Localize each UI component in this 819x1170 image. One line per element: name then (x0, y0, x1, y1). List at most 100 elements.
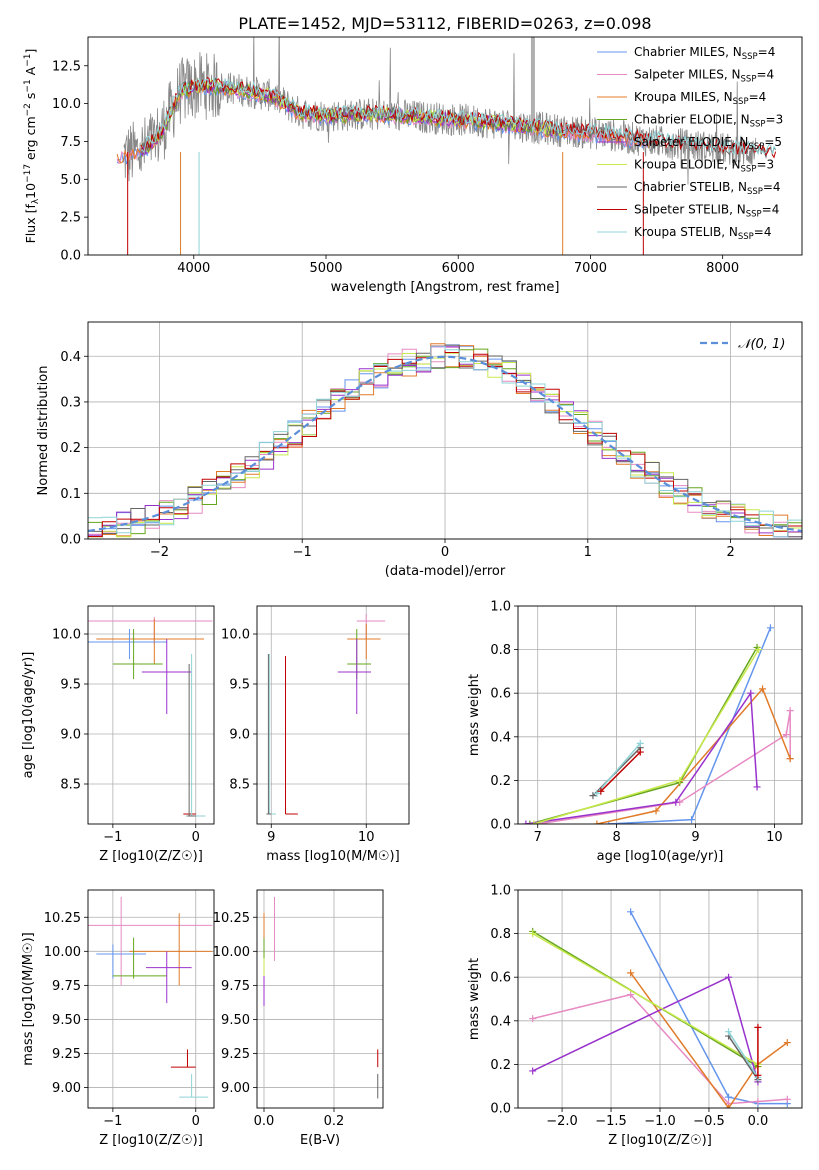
y-tick-label: 10.25 (44, 911, 81, 926)
y-axis-label: mass weight (467, 958, 482, 1040)
axes-frame (87, 36, 803, 256)
legend-label-normal: 𝒩(0, 1) (738, 337, 785, 352)
mass-weight-marker (529, 930, 537, 938)
mass-weight-line-salp_stelib (600, 751, 641, 792)
panel-mass_vs_ebv: 0.0 0.2 9.00 9.25 9.50 9.75 10.00 10.25 E(B-V) (213, 889, 384, 1148)
mass-weight-marker (597, 787, 605, 795)
x-tick-label: 0.0 (254, 1114, 275, 1129)
x-tick-label: 8 (612, 830, 620, 845)
y-tick-label: 9.75 (52, 979, 81, 994)
y-tick-label: 0.4 (490, 730, 511, 745)
y-tick-label: 9.75 (221, 979, 250, 994)
mass-weight-marker (530, 820, 538, 824)
axes-frame (517, 605, 803, 825)
y-tick-label: 9.50 (52, 1013, 81, 1028)
mass-weight-marker (593, 789, 601, 797)
plot-area (266, 614, 386, 815)
axes-frame (256, 889, 384, 1109)
panel-age_vs_z: −1 0 8.5 9.0 9.5 10.0 Z [log10(Z/Z☉)] age [log1… (21, 605, 215, 864)
y-axis-label: Normed distribution (36, 366, 51, 496)
x-axis-label: wavelength [Angstrom, rest frame] (331, 280, 560, 295)
legend-label-salp_stelib: Salpeter STELIB, NSSP=4 (634, 203, 779, 220)
x-tick-label: −2.0 (546, 1114, 578, 1129)
mass-weight-line-krou_stelib (596, 742, 641, 794)
mass-weight-marker (652, 807, 660, 815)
y-tick-label: 0.8 (490, 927, 511, 942)
mass-weight-marker (672, 798, 680, 806)
x-axis-label: E(B-V) (300, 1133, 340, 1148)
plot-area (529, 908, 791, 1108)
axes-frame (87, 321, 803, 540)
x-tick-label: −0.5 (693, 1114, 725, 1129)
y-tick-label: 9.00 (221, 1081, 250, 1096)
mass-weight-marker (754, 1097, 762, 1105)
legend-label-salp_miles: Salpeter MILES, NSSP=4 (634, 68, 774, 85)
x-tick-label: 5000 (309, 261, 342, 276)
panel-residuals: −2 −1 0 1 2 0.0 0.1 0.2 0.3 0.4 (data-model)/error… (36, 321, 803, 579)
x-tick-label: 10 (766, 830, 783, 845)
x-tick-label: −1.0 (644, 1114, 676, 1129)
axes-frame (517, 889, 803, 1109)
figure-title: PLATE=1452, MJD=53112, FIBERID=0263, z=0… (238, 14, 651, 33)
axes-frame (256, 605, 410, 825)
mass-weight-line-chab_miles (629, 911, 788, 1105)
mass-weight-line-chab_elodie (529, 647, 758, 824)
mass-weight-line-krou_miles (629, 972, 788, 1108)
mass-weight-marker (636, 748, 644, 756)
plot-area (88, 343, 802, 538)
legend-label-krou_stelib: Kroupa STELIB, NSSP=4 (634, 225, 772, 242)
legend-label-krou_miles: Kroupa MILES, NSSP=4 (634, 90, 766, 107)
y-tick-label: 0.4 (490, 1014, 511, 1029)
histogram-chab_stelib (88, 344, 802, 538)
mass-weight-line-chab_stelib (727, 1035, 759, 1081)
mass-weight-marker (786, 755, 794, 763)
panel-spectrum: 4000 5000 6000 7000 8000 0.0 2.5 5.0 7.5 10.0 12.5… (23, 36, 803, 295)
mass-weight-marker (754, 1023, 762, 1031)
y-axis-label: age [log10(age/yr)] (21, 652, 36, 779)
y-tick-label: 0.6 (490, 971, 511, 986)
mass-weight-marker (593, 820, 601, 824)
mass-weight-marker (725, 1028, 733, 1036)
y-axis-label: Flux [fλ10−17 erg cm−2 s−1 A−1] (23, 49, 41, 244)
x-axis-label: Z [log10(Z/Z☉)] (99, 849, 203, 864)
x-tick-label: 1 (584, 545, 592, 560)
mass-weight-line-salp_elodie (525, 690, 758, 824)
mass-weight-marker (766, 624, 774, 632)
y-tick-label: 8.5 (229, 778, 250, 793)
plot-area (88, 617, 213, 817)
y-tick-label: 10.0 (52, 97, 81, 112)
x-axis-label: mass [log10(M/M☉)] (266, 849, 399, 864)
y-tick-label: 10.0 (52, 628, 81, 643)
mass-weight-marker (688, 816, 696, 824)
y-tick-label: 0.0 (490, 818, 511, 833)
y-tick-label: 0.6 (490, 687, 511, 702)
y-tick-label: 10.00 (213, 945, 250, 960)
y-tick-label: 9.25 (52, 1047, 81, 1062)
x-tick-label: −2 (150, 545, 169, 560)
mass-weight-marker (782, 731, 790, 739)
x-tick-label: 0 (192, 1114, 200, 1129)
panel-age_vs_mass: 9 10 8.5 9.0 9.5 10.0 mass [log10(M/M☉)] (221, 605, 410, 864)
x-axis-label: age [log10(age/yr)] (597, 849, 724, 864)
mass-weight-marker (725, 1093, 733, 1101)
mass-weight-marker (783, 1039, 791, 1047)
y-tick-label: 0.8 (490, 643, 511, 658)
y-tick-label: 2.5 (60, 211, 81, 226)
legend-label-salp_elodie: Salpeter ELODIE, NSSP=5 (634, 135, 782, 152)
model-spectrum-krou_stelib (140, 77, 777, 156)
x-axis-label: Z [log10(Z/Z☉)] (99, 1133, 203, 1148)
y-tick-label: 0.3 (60, 395, 81, 410)
y-tick-label: 12.5 (52, 59, 81, 74)
mass-weight-marker (725, 1104, 733, 1108)
model-spectrum-krou_elodie (140, 78, 564, 153)
legend-label-chab_miles: Chabrier MILES, NSSP=4 (634, 45, 775, 62)
plot-area (522, 624, 794, 824)
y-tick-label: 9.5 (60, 678, 81, 693)
mass-weight-marker (786, 707, 794, 715)
x-tick-label: 0.2 (324, 1114, 345, 1129)
x-tick-label: 2 (726, 545, 734, 560)
y-tick-label: 0.2 (490, 774, 511, 789)
x-tick-label: −1 (103, 1114, 122, 1129)
legend-label-krou_elodie: Kroupa ELODIE, NSSP=3 (634, 158, 774, 175)
mass-weight-marker (754, 1071, 762, 1079)
